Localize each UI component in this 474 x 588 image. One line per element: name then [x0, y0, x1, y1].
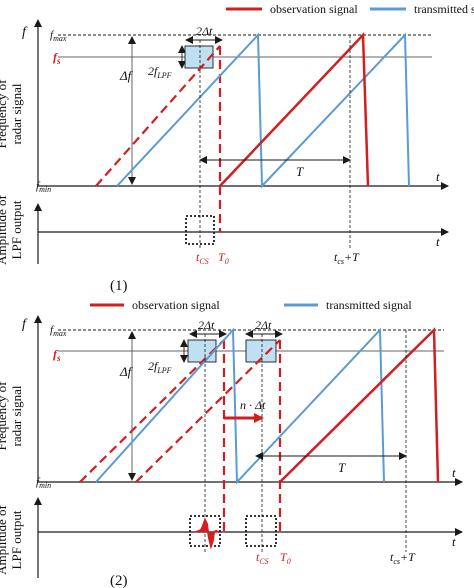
ylabel-lower-2: Amplitude of LPF output — [0, 504, 24, 574]
ylabel-lower-2-line1: Amplitude of — [0, 504, 9, 574]
ylabel-lower-1-line2: LPF output — [9, 200, 24, 259]
legend-observation-label: observation signal — [270, 2, 358, 16]
panel-1: observation signal transmitted signal f … — [0, 2, 474, 294]
delta-t-label-1: 2Δt — [196, 24, 213, 38]
observation-dashed-ramp-2b — [135, 339, 281, 483]
ylabel-lower-1: Amplitude of LPF output — [0, 194, 24, 264]
delta-t-label-2b: 2Δt — [255, 318, 272, 332]
observation-signal-1 — [219, 31, 370, 187]
legend-transmitted-label-2: transmitted signal — [326, 298, 412, 312]
legend-panel-1: observation signal transmitted signal — [226, 2, 474, 16]
t0-label-2: T0 — [280, 550, 291, 566]
ylabel-upper-2-line1: Frequency of — [0, 381, 9, 451]
legend-observation-label-2: observation signal — [132, 298, 220, 312]
fmax-label-1: fmax — [50, 29, 67, 43]
delta-t-label-2a: 2Δt — [198, 318, 215, 332]
fmax-label-2: fmax — [50, 324, 67, 338]
ylabel-upper-2-line2: radar signal — [9, 385, 24, 446]
y-axis-letter-1: f — [22, 25, 28, 40]
ylabel-upper-1-line1: Frequency of — [0, 79, 9, 149]
observation-dashed-ramp-2a — [79, 339, 225, 483]
x-axis-label-2: t — [452, 465, 456, 480]
fs-label-1: fs — [53, 50, 61, 66]
two-f-lpf-label-2: 2fLPF — [148, 359, 172, 375]
ylabel-upper-1-line2: radar signal — [9, 83, 24, 144]
caption-2: (2) — [110, 573, 128, 588]
tcs-label-2: tCS — [256, 550, 269, 566]
legend-transmitted-label: transmitted signal — [414, 2, 474, 16]
delta-f-label-2: Δf — [119, 364, 134, 379]
two-f-lpf-label-1: 2fLPF — [148, 64, 172, 80]
fmin-label-1: fmin — [36, 180, 51, 194]
y-axis-letter-2: f — [22, 317, 28, 332]
lpf-band-box-2b — [245, 339, 277, 363]
lower-x-axis-label-2: t — [452, 534, 456, 549]
transmitted-signal-1 — [116, 32, 410, 189]
lpf-output-pulse-2 — [195, 517, 220, 550]
lpf-window-box-2b — [245, 515, 277, 547]
ylabel-lower-2-line2: LPF output — [9, 510, 24, 569]
tcs-plus-t-label-1: tcs+T — [334, 250, 360, 266]
observation-signal-2 — [279, 327, 440, 483]
ylabel-upper-1: Frequency of radar signal — [0, 79, 24, 149]
delta-f-label-1: Δf — [119, 68, 134, 83]
lpf-band-box-1 — [184, 45, 214, 69]
ylabel-lower-1-line1: Amplitude of — [0, 194, 9, 264]
observation-dashed-ramp-1 — [95, 45, 221, 187]
t0-label-1: T0 — [218, 250, 229, 266]
x-axis-label-1: t — [436, 169, 440, 184]
shift-label-2: n · Δt — [240, 398, 266, 412]
period-label-1: T — [296, 164, 304, 179]
lpf-window-box-1 — [185, 215, 215, 245]
tcs-plus-t-label-2: tcs+T — [390, 550, 416, 566]
legend-panel-2: observation signal transmitted signal — [90, 298, 412, 312]
ylabel-upper-2: Frequency of radar signal — [0, 381, 24, 451]
lpf-window-box-2a — [189, 515, 221, 547]
fmin-label-2: fmin — [36, 476, 51, 490]
caption-1: (1) — [110, 278, 128, 294]
lower-x-axis-label-1: t — [436, 234, 440, 249]
fs-label-2: fs — [53, 347, 61, 363]
panel-2: observation signal transmitted signal f … — [0, 298, 463, 588]
period-label-2: T — [338, 460, 346, 475]
tcs-label-1: tCS — [196, 250, 209, 266]
